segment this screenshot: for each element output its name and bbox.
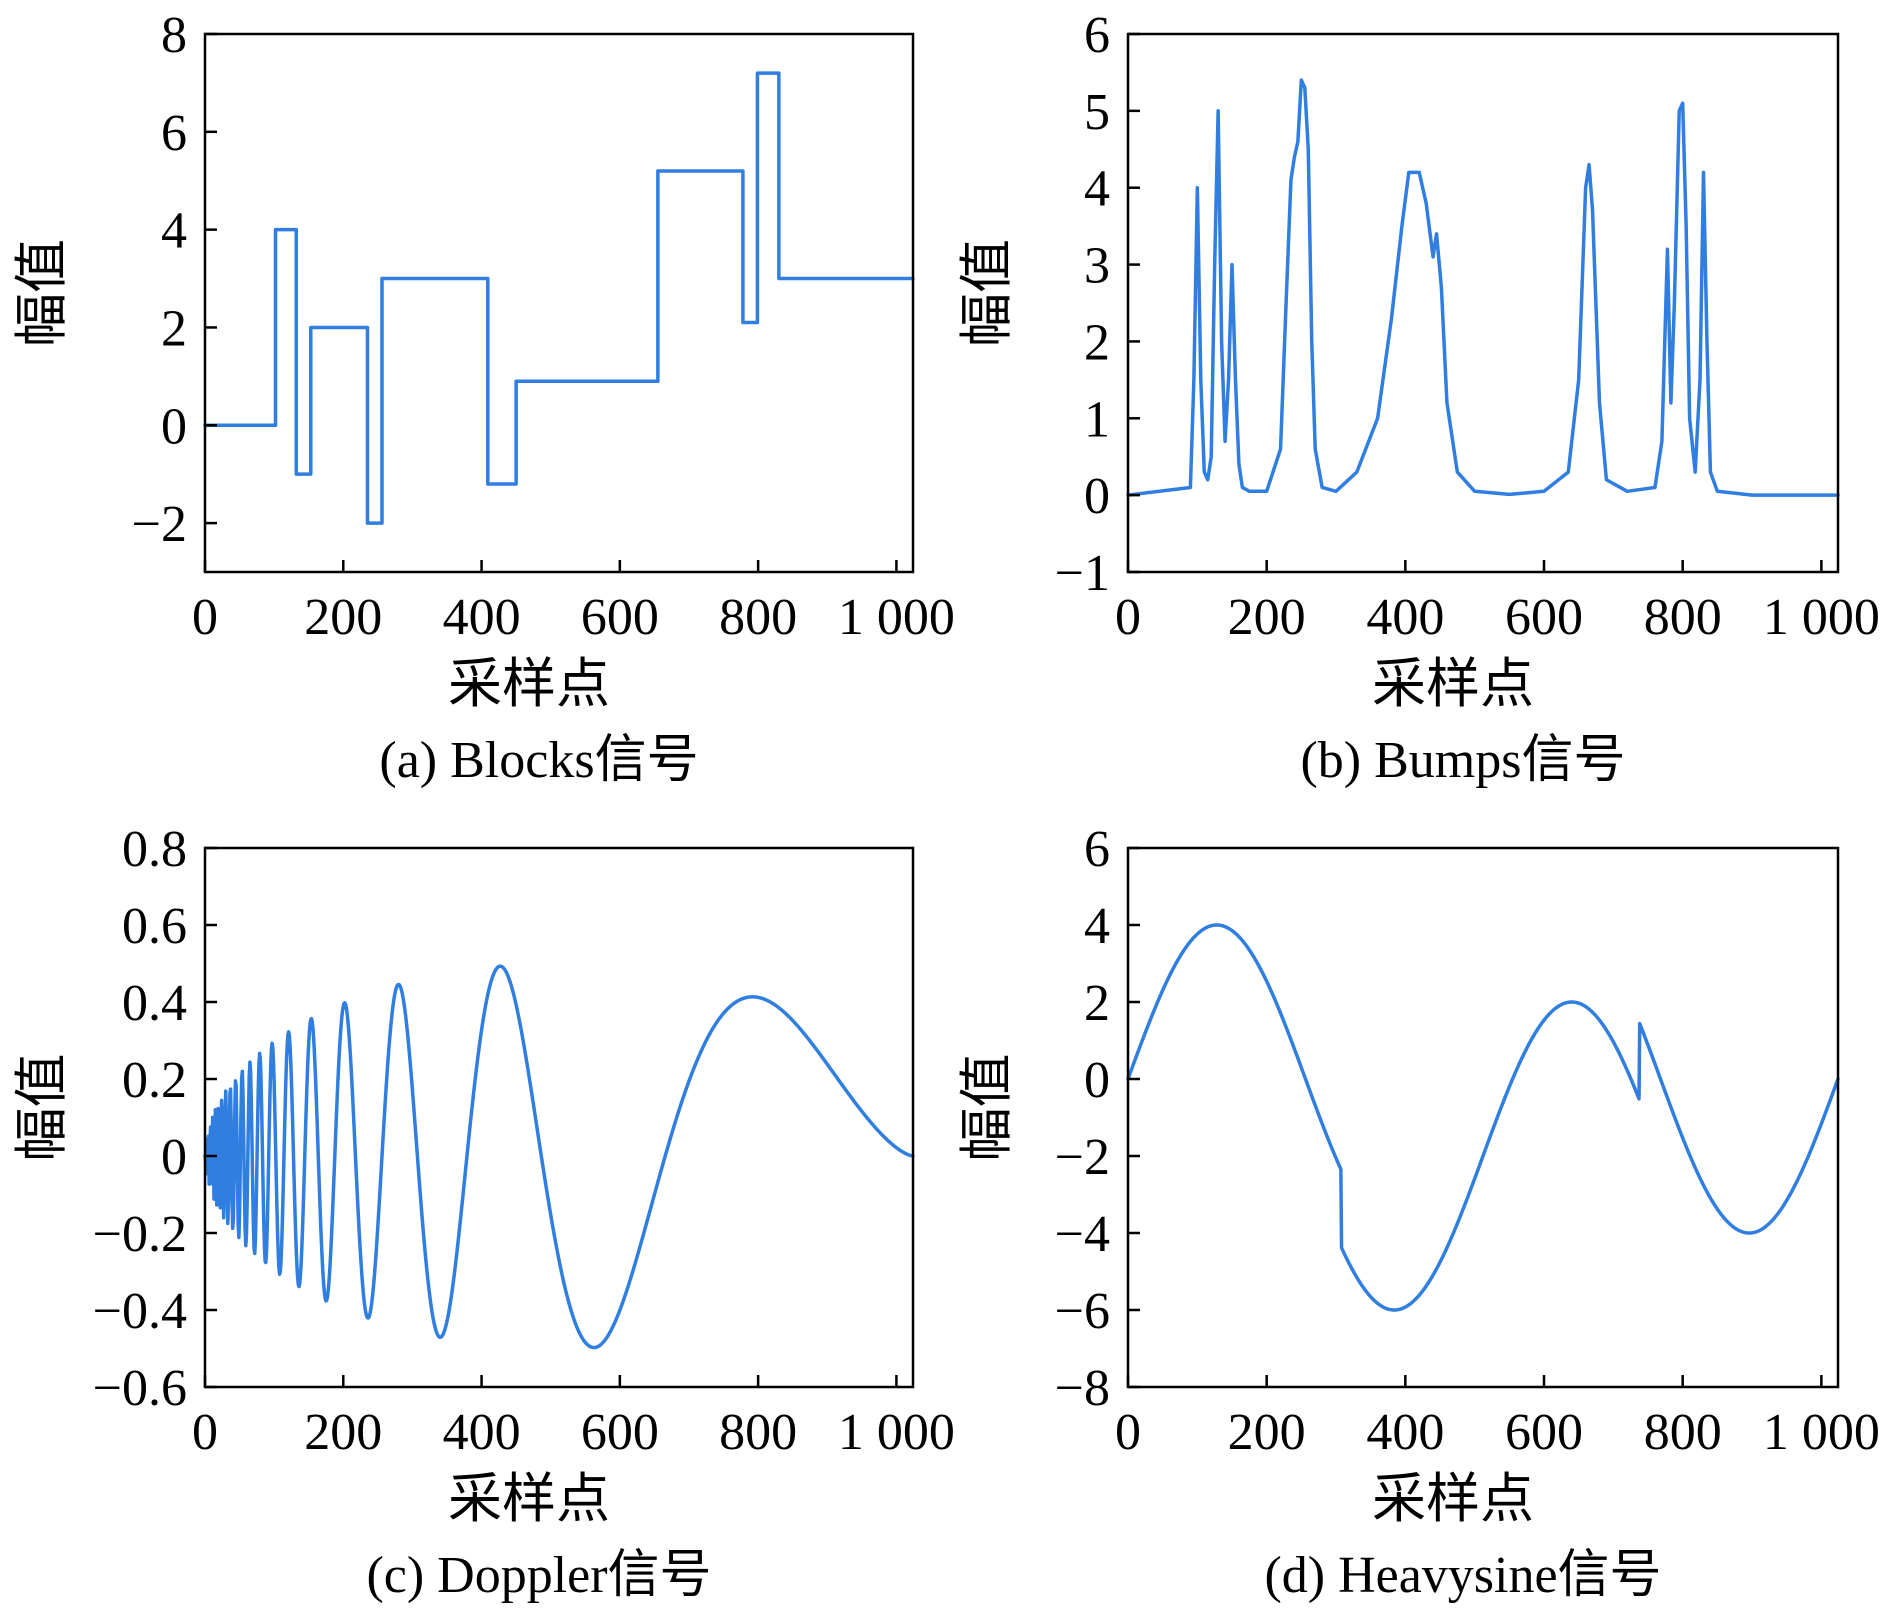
series-line-bumps [1126,78,1840,497]
y-axis-title: 幅值 [12,1054,72,1162]
chart-caption: (c) Doppler信号 [366,1547,711,1604]
x-tick-label: 600 [581,589,659,646]
y-tick-label: 0 [161,1129,187,1186]
x-tick-label: 200 [304,589,382,646]
y-tick-label: 0 [161,398,187,455]
x-tick-label: 800 [1644,589,1722,646]
chart-caption: (b) Bumps信号 [1300,732,1625,789]
y-tick-label: −0.6 [93,1360,187,1417]
y-tick-label: 2 [1084,314,1110,371]
x-axis-title: 采样点 [448,654,610,714]
chart-caption: (d) Heavysine信号 [1264,1547,1661,1604]
x-tick-label: 600 [1505,1404,1583,1461]
x-tick-label: 0 [1115,589,1141,646]
y-tick-label: 8 [161,7,187,64]
y-tick-label: 6 [1084,7,1110,64]
y-tick-label: 0.8 [122,821,187,878]
chart-panel-doppler: 0 200 400 600 800 1 000 −0.6 −0.4 −0.2 0 0.2 0.4 0.6… [0,808,955,1615]
y-tick-label: 2 [1084,975,1110,1032]
y-tick-label: −1 [1055,545,1110,602]
x-axis-title: 采样点 [1372,654,1534,714]
y-tick-label: 4 [1084,898,1110,955]
y-tick-label: 4 [1084,161,1110,218]
plot-frame [1126,32,1840,574]
x-axis-title: 采样点 [1372,1469,1534,1529]
series-line-blocks [203,71,915,525]
y-tick-label: −8 [1055,1360,1110,1417]
x-tick-label: 1 000 [838,1404,955,1461]
y-tick-label: 1 [1084,391,1110,448]
chart-panel-bumps: 0 200 400 600 800 1 000 −1 0 1 2 3 4 5 6 采样点 幅值 (b) Bump… [945,0,1890,808]
x-axis-title: 采样点 [448,1469,610,1529]
x-tick-label: 800 [1644,1404,1722,1461]
x-tick-label: 600 [581,1404,659,1461]
series-line-doppler [203,964,915,1350]
chart-panel-heavysine: 0 200 400 600 800 1 000 −8 −6 −4 −2 0 2 4 6 采样点 幅值 (d) H… [945,808,1890,1615]
y-tick-label: 0 [1084,468,1110,525]
y-tick-label: 4 [161,203,187,260]
y-tick-label: −2 [132,496,187,553]
y-tick-label: 2 [161,300,187,357]
plot-frame [203,32,915,574]
x-tick-label: 800 [719,589,797,646]
x-tick-label: 200 [304,1404,382,1461]
plot-frame [1126,846,1840,1389]
x-tick-label: 200 [1228,1404,1306,1461]
y-tick-label: 0.2 [122,1052,187,1109]
series-line-heavysine [1126,923,1840,1312]
y-axis-title: 幅值 [12,239,72,347]
plot-frame [203,846,915,1389]
x-tick-label: 600 [1505,589,1583,646]
x-tick-label: 800 [719,1404,797,1461]
y-tick-label: −4 [1055,1206,1110,1263]
y-tick-label: 3 [1084,238,1110,295]
y-tick-label: 0.4 [122,975,187,1032]
x-tick-label: 1 000 [838,589,955,646]
y-tick-label: −0.2 [93,1206,187,1263]
chart-doppler: 0 200 400 600 800 1 000 −0.6 −0.4 −0.2 0 0.2 0.4 0.6… [12,821,955,1604]
y-tick-label: 0 [1084,1052,1110,1109]
x-tick-label: 400 [1366,589,1444,646]
y-tick-label: 6 [161,105,187,162]
chart-heavysine: 0 200 400 600 800 1 000 −8 −6 −4 −2 0 2 4 6 采样点 幅值 (d) H… [957,821,1880,1604]
x-tick-label: 0 [1115,1404,1141,1461]
chart-caption: (a) Blocks信号 [379,732,698,789]
y-tick-label: −2 [1055,1129,1110,1186]
x-tick-label: 1 000 [1763,589,1880,646]
x-tick-label: 200 [1228,589,1306,646]
x-tick-label: 0 [192,589,218,646]
y-tick-label: −6 [1055,1283,1110,1340]
y-axis-title: 幅值 [957,239,1017,347]
x-tick-label: 400 [1366,1404,1444,1461]
x-tick-label: 400 [443,1404,521,1461]
x-tick-label: 0 [192,1404,218,1461]
x-tick-label: 400 [443,589,521,646]
x-tick-label: 1 000 [1763,1404,1880,1461]
y-tick-label: 0.6 [122,898,187,955]
y-tick-label: 5 [1084,84,1110,141]
y-axis-title: 幅值 [957,1054,1017,1162]
y-tick-label: −0.4 [93,1283,187,1340]
chart-panel-blocks: 0 200 400 600 800 1 000 −2 0 2 4 6 8 采样点 幅值 (a) Blocks… [0,0,955,808]
y-tick-label: 6 [1084,821,1110,878]
